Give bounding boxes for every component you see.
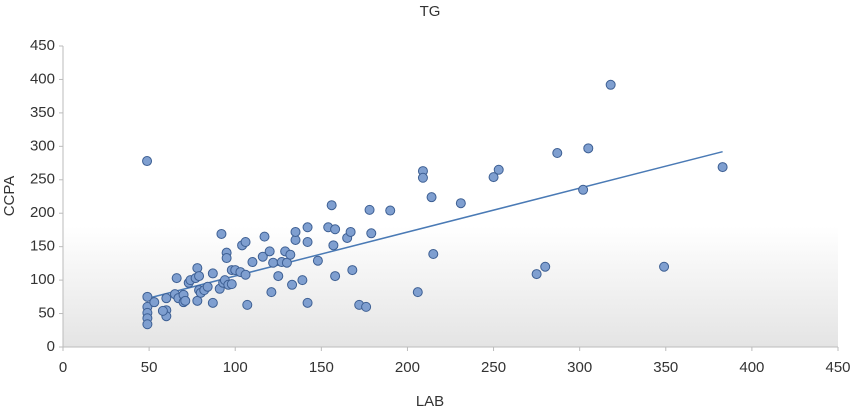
y-tick-label: 350 — [30, 104, 55, 121]
x-tick-label: 0 — [59, 359, 67, 376]
point — [192, 263, 203, 274]
point — [149, 297, 160, 308]
point — [157, 305, 168, 316]
point — [202, 281, 213, 292]
y-tick-label: 50 — [38, 305, 55, 322]
x-tick-label: 400 — [739, 359, 764, 376]
point — [247, 257, 258, 268]
x-tick-label: 100 — [223, 359, 248, 376]
point — [312, 255, 323, 266]
point — [540, 261, 551, 272]
x-tick-label: 250 — [481, 359, 506, 376]
chart-title: TG — [420, 3, 441, 20]
point — [287, 279, 298, 290]
point — [207, 268, 218, 279]
point — [302, 236, 313, 247]
point — [302, 297, 313, 308]
point — [361, 301, 372, 312]
point — [385, 205, 396, 216]
point — [347, 265, 358, 276]
x-tick-label: 200 — [395, 359, 420, 376]
point — [455, 198, 466, 209]
point — [266, 287, 277, 298]
point — [364, 204, 375, 215]
x-tick-label: 150 — [309, 359, 334, 376]
point — [493, 164, 504, 175]
point — [330, 224, 341, 235]
x-tick-label: 50 — [141, 359, 158, 376]
point — [257, 251, 268, 262]
point — [717, 162, 728, 173]
y-tick-label: 150 — [30, 238, 55, 255]
point — [207, 297, 218, 308]
point — [264, 246, 275, 257]
point — [578, 184, 589, 195]
x-tick-label: 450 — [825, 359, 850, 376]
point — [171, 273, 182, 284]
point — [180, 295, 191, 306]
point — [285, 249, 296, 260]
point — [142, 156, 153, 167]
point — [259, 231, 270, 242]
point — [583, 143, 594, 154]
point — [221, 253, 232, 264]
point — [326, 200, 337, 211]
point — [142, 319, 153, 330]
x-tick-label: 300 — [567, 359, 592, 376]
point — [240, 269, 251, 280]
point — [426, 192, 437, 203]
point — [142, 291, 153, 302]
point — [216, 228, 227, 239]
x-tick-label: 350 — [653, 359, 678, 376]
point — [161, 293, 172, 304]
plot-area — [63, 46, 838, 347]
y-tick-label: 0 — [47, 338, 55, 355]
point — [412, 287, 423, 298]
point — [297, 275, 308, 286]
point — [330, 271, 341, 282]
point — [242, 299, 253, 310]
point — [268, 257, 279, 268]
y-tick-label: 450 — [30, 37, 55, 54]
point — [328, 240, 339, 251]
point — [302, 222, 313, 233]
point — [240, 236, 251, 247]
point — [194, 271, 205, 282]
point — [290, 226, 301, 237]
point — [488, 172, 499, 183]
y-tick-label: 300 — [30, 137, 55, 154]
y-tick-label: 400 — [30, 70, 55, 87]
point — [273, 271, 284, 282]
point — [552, 148, 563, 159]
y-tick-label: 200 — [30, 204, 55, 221]
x-axis-label: LAB — [416, 393, 444, 410]
y-axis-label: CCPA — [1, 176, 18, 217]
point — [531, 269, 542, 280]
point — [345, 226, 356, 237]
point — [366, 228, 377, 239]
point — [417, 172, 428, 183]
point — [226, 279, 237, 290]
y-tick-label: 250 — [30, 171, 55, 188]
point — [659, 261, 670, 272]
point — [428, 249, 439, 260]
point — [605, 79, 616, 90]
y-tick-label: 100 — [30, 271, 55, 288]
